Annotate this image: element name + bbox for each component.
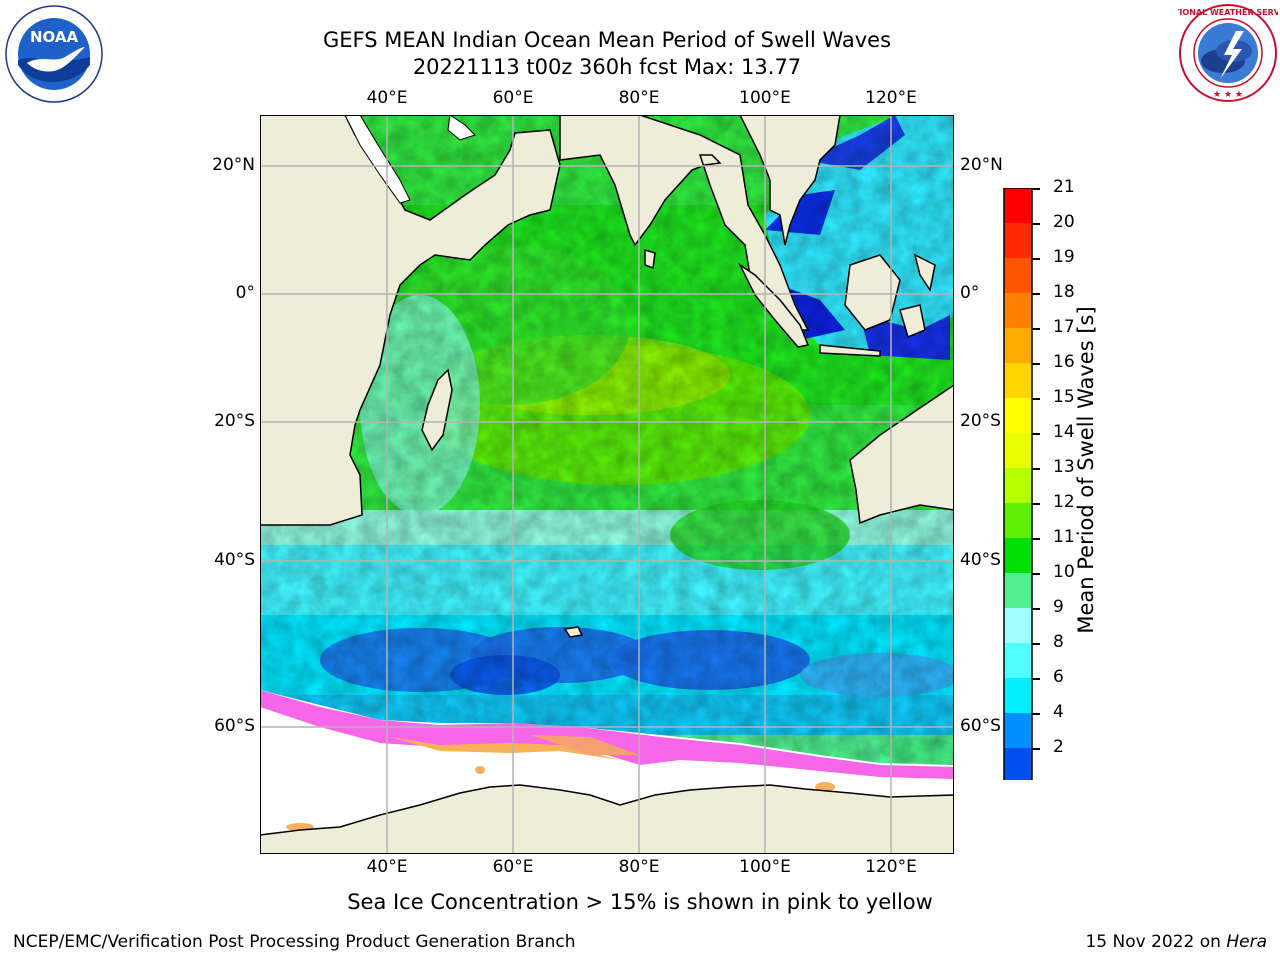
graticule [260, 115, 954, 854]
sea-ice-caption: Sea Ice Concentration > 15% is shown in … [347, 890, 933, 914]
noaa-logo-text: NOAA [30, 28, 79, 46]
colorbar-tick-mark [1032, 748, 1040, 750]
lat-label-left: 40°S [214, 550, 255, 570]
colorbar-tick-label: 15 [1053, 387, 1075, 407]
colorbar-tick-mark [1032, 713, 1040, 715]
colorbar-segment [1004, 503, 1032, 538]
colorbar-tick-mark [1032, 363, 1040, 365]
colorbar-segment [1004, 538, 1032, 573]
colorbar-tick-mark [1032, 538, 1040, 540]
colorbar-tick-mark [1032, 573, 1040, 575]
chart-title: GEFS MEAN Indian Ocean Mean Period of Sw… [322, 28, 892, 52]
colorbar-segment [1004, 293, 1032, 328]
colorbar-tick-label: 2 [1053, 737, 1064, 757]
colorbar-segment [1004, 608, 1032, 643]
lat-label-right: 0° [960, 283, 980, 303]
lon-label-bottom: 60°E [492, 857, 534, 877]
lat-label-left: 60°S [214, 716, 255, 736]
colorbar-tick-label: 12 [1053, 492, 1075, 512]
lon-label-top: 100°E [739, 88, 791, 108]
colorbar-segment [1004, 468, 1032, 503]
lon-label-bottom: 100°E [739, 857, 791, 877]
colorbar-tick-label: 19 [1053, 247, 1075, 267]
svg-text:★ ★ ★: ★ ★ ★ [1213, 90, 1243, 100]
colorbar-segment [1004, 643, 1032, 678]
colorbar-tick-label: 11 [1053, 527, 1075, 547]
colorbar-tick-label: 6 [1053, 667, 1064, 687]
colorbar-tick-label: 16 [1053, 352, 1075, 372]
lon-label-top: 120°E [865, 88, 917, 108]
lat-label-left: 20°N [212, 155, 255, 175]
colorbar-tick-label: 18 [1053, 282, 1075, 302]
colorbar-tick-label: 13 [1053, 457, 1075, 477]
colorbar-tick-mark [1032, 678, 1040, 680]
nws-ring-text: NATIONAL WEATHER SERVICE [1178, 8, 1278, 17]
colorbar-tick-label: 9 [1053, 597, 1064, 617]
colorbar-tick-mark [1032, 293, 1040, 295]
lat-label-right: 60°S [960, 716, 1001, 736]
colorbar-segment [1004, 748, 1032, 783]
colorbar-tick-mark [1032, 433, 1040, 435]
colorbar-tick-label: 4 [1053, 702, 1064, 722]
colorbar-segment [1004, 678, 1032, 713]
colorbar-tick-mark [1032, 223, 1040, 225]
colorbar-segment [1004, 433, 1032, 468]
lon-label-top: 60°E [492, 88, 534, 108]
colorbar-tick-label: 14 [1053, 422, 1075, 442]
colorbar-tick-label: 17 [1053, 317, 1075, 337]
colorbar-tick-label: 20 [1053, 212, 1075, 232]
lon-label-bottom: 40°E [366, 857, 408, 877]
colorbar-segment [1004, 713, 1032, 748]
lat-label-left: 0° [235, 283, 255, 303]
colorbar-tick-mark [1032, 503, 1040, 505]
footer-host: Hera [1226, 932, 1267, 952]
map-panel [259, 114, 960, 855]
footer-right: 15 Nov 2022 on Hera [1085, 932, 1267, 952]
footer-date: 15 Nov 2022 on [1085, 932, 1227, 952]
lon-label-bottom: 120°E [865, 857, 917, 877]
colorbar-tick-mark [1032, 188, 1040, 190]
lon-label-bottom: 80°E [618, 857, 660, 877]
noaa-logo: NOAA [5, 5, 103, 103]
colorbar-segment [1004, 223, 1032, 258]
chart-subtitle: 20221113 t00z 360h fcst Max: 13.77 [412, 55, 802, 79]
colorbar-tick-label: 21 [1053, 177, 1075, 197]
colorbar-tick-mark [1032, 608, 1040, 610]
colorbar-segment [1004, 258, 1032, 293]
lon-label-top: 40°E [366, 88, 408, 108]
lat-label-right: 40°S [960, 550, 1001, 570]
colorbar-tick-label: 8 [1053, 632, 1064, 652]
colorbar-segment [1004, 363, 1032, 398]
colorbar-segment [1004, 573, 1032, 608]
nws-logo: NATIONAL WEATHER SERVICE ★ ★ ★ [1162, 3, 1280, 103]
lat-label-left: 20°S [214, 411, 255, 431]
colorbar-tick-mark [1032, 398, 1040, 400]
colorbar-tick-mark [1032, 258, 1040, 260]
lat-label-right: 20°N [960, 155, 1003, 175]
lat-label-right: 20°S [960, 411, 1001, 431]
footer-left: NCEP/EMC/Verification Post Processing Pr… [13, 932, 576, 952]
colorbar-segment [1004, 398, 1032, 433]
colorbar-segment [1004, 328, 1032, 363]
colorbar-tick-label: 10 [1053, 562, 1075, 582]
lon-label-top: 80°E [618, 88, 660, 108]
colorbar-tick-mark [1032, 468, 1040, 470]
colorbar-segment [1004, 188, 1032, 223]
colorbar-tick-mark [1032, 643, 1040, 645]
colorbar-label: Mean Period of Swell Waves [s] [1074, 306, 1098, 634]
colorbar [1003, 187, 1039, 812]
colorbar-tick-mark [1032, 328, 1040, 330]
